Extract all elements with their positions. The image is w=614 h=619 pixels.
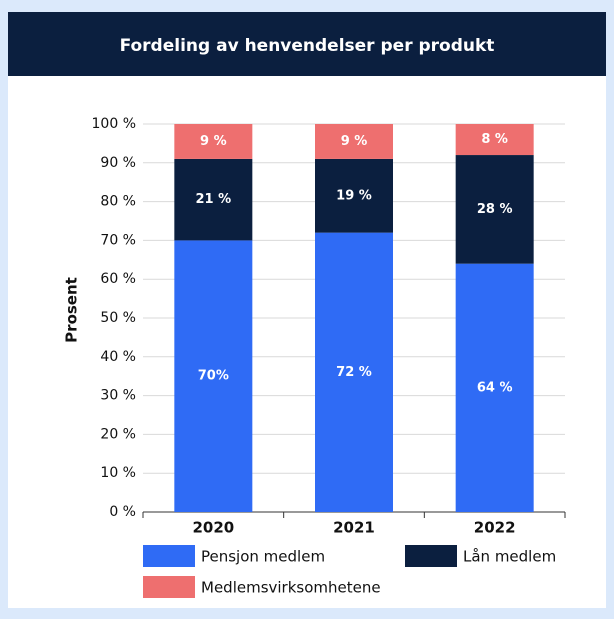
legend-swatch xyxy=(143,576,195,598)
legend-label: Medlemsvirksomhetene xyxy=(201,579,381,597)
y-tick-label: 80 % xyxy=(100,194,136,210)
data-label: 19 % xyxy=(336,188,372,203)
bar-segment xyxy=(455,124,534,156)
data-label: 21 % xyxy=(196,192,232,207)
data-label: 64 % xyxy=(477,380,513,395)
bar-segment xyxy=(455,155,534,264)
data-label: 9 % xyxy=(200,134,227,149)
data-label: 9 % xyxy=(341,134,368,149)
x-tick-label: 2020 xyxy=(192,519,234,537)
y-axis-label: Prosent xyxy=(63,277,81,343)
y-tick-label: 20 % xyxy=(100,426,136,442)
bar-segment xyxy=(174,124,253,159)
y-tick-label: 40 % xyxy=(100,349,136,365)
legend-label: Pensjon medlem xyxy=(201,548,325,566)
bar-segment xyxy=(315,158,393,233)
bar-segment xyxy=(315,124,393,159)
x-tick-label: 2022 xyxy=(474,519,516,537)
legend-swatch xyxy=(143,545,195,567)
y-tick-label: 90 % xyxy=(100,155,136,171)
chart-title: Fordeling av henvendelser per produkt xyxy=(120,36,495,56)
header xyxy=(8,12,606,76)
data-label: 70% xyxy=(198,369,229,384)
legend-swatch xyxy=(405,545,457,567)
y-tick-label: 70 % xyxy=(100,232,136,248)
bar-segment xyxy=(174,240,253,512)
x-tick-label: 2021 xyxy=(333,519,375,537)
y-tick-label: 0 % xyxy=(109,504,136,520)
y-tick-label: 30 % xyxy=(100,388,136,404)
legend-label: Lån medlem xyxy=(463,548,556,566)
data-label: 28 % xyxy=(477,202,513,217)
y-tick-label: 60 % xyxy=(100,271,136,287)
y-tick-label: 50 % xyxy=(100,310,136,326)
bar-segment xyxy=(315,232,393,512)
bar-segment xyxy=(455,263,534,512)
data-label: 8 % xyxy=(481,132,508,147)
y-tick-label: 10 % xyxy=(100,465,136,481)
y-tick-label: 100 % xyxy=(92,116,136,132)
data-label: 72 % xyxy=(336,365,372,380)
bar-segment xyxy=(174,158,253,241)
